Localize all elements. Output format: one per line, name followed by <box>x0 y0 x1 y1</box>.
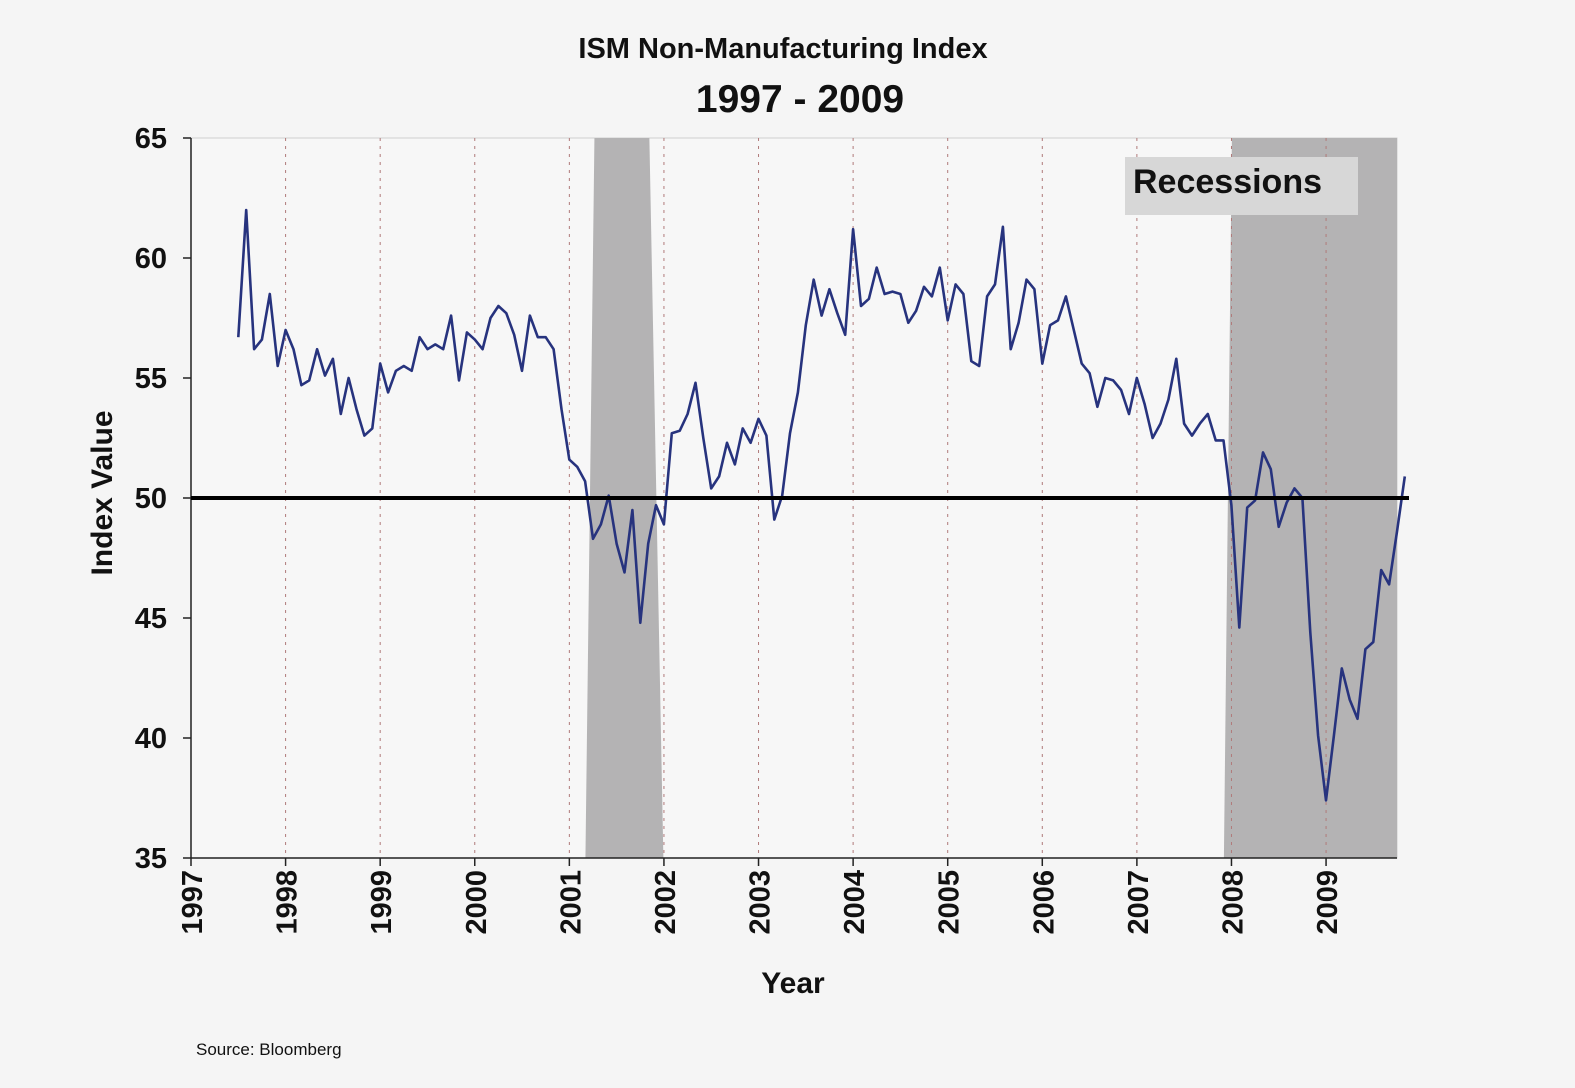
plot-area: 35 40 45 50 55 60 65 1997 1998 1999 2000 2001 2002 20… <box>135 123 1409 935</box>
x-axis-label: Year <box>761 967 825 1000</box>
y-tick-label: 35 <box>135 843 167 875</box>
x-tick-label: 2006 <box>1028 870 1060 935</box>
chart-title: ISM Non-Manufacturing Index <box>578 33 987 65</box>
x-tick-label: 2002 <box>650 870 682 935</box>
x-tick-label: 1997 <box>177 870 209 935</box>
legend-box <box>1125 157 1358 215</box>
x-tick-label: 2003 <box>745 870 777 935</box>
y-axis-label: Index Value <box>86 410 119 575</box>
x-tick-label: 1999 <box>366 870 398 935</box>
series-line <box>237 208 1407 802</box>
y-tick-label: 60 <box>135 243 167 275</box>
x-tick-label: 2008 <box>1217 870 1249 935</box>
y-tick-label: 45 <box>135 603 167 635</box>
source-note: Source: Bloomberg <box>196 1040 342 1059</box>
x-tick-label: 2007 <box>1123 870 1155 935</box>
x-tick-label: 2009 <box>1312 870 1344 935</box>
chart-subtitle: 1997 - 2009 <box>696 78 904 121</box>
y-tick-label: 65 <box>135 123 167 155</box>
legend-label: Recessions <box>1133 163 1322 201</box>
y-tick-label: 50 <box>135 483 167 515</box>
x-tick-label: 1998 <box>272 870 304 935</box>
x-tick-label: 2000 <box>461 870 493 935</box>
x-tick-label: 2001 <box>555 870 587 935</box>
y-tick-label: 55 <box>135 363 167 395</box>
x-tick-label: 2005 <box>934 870 966 935</box>
x-tick-label: 2004 <box>839 870 871 935</box>
y-tick-label: 40 <box>135 723 167 755</box>
